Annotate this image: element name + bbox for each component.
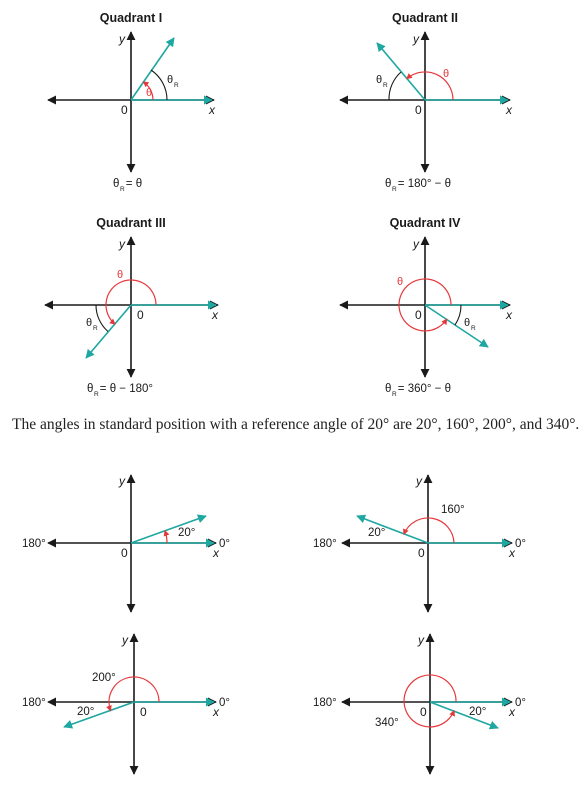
terminal-side xyxy=(429,701,499,730)
y-axis-label: y xyxy=(118,32,126,46)
y-axis-label: y xyxy=(415,474,423,488)
angle-label: 20° xyxy=(178,527,195,539)
example-200-diagram: 200° 20° 180° 0° y x 0 xyxy=(22,633,230,775)
x-axis-label: x xyxy=(505,308,513,322)
explanation-paragraph: The angles in standard position with a r… xyxy=(12,416,580,433)
reference-arc xyxy=(95,304,109,332)
label-0: 0° xyxy=(219,697,230,709)
y-axis-label: y xyxy=(118,237,126,251)
theta-arc xyxy=(142,81,154,101)
origin-label: 0 xyxy=(415,103,422,117)
x-axis-label: x xyxy=(508,705,516,719)
theta-label: θ xyxy=(146,87,152,99)
ref-angle-label: 20° xyxy=(469,706,486,718)
terminal-side xyxy=(130,37,175,101)
reference-angle-label: θ xyxy=(167,74,173,86)
label-0: 0° xyxy=(219,538,230,550)
reference-subscript: R xyxy=(174,82,179,89)
y-axis-label: y xyxy=(412,32,420,46)
quadrant-title: Quadrant I xyxy=(100,11,163,25)
theta-arc xyxy=(406,71,454,101)
terminal-side xyxy=(63,701,135,729)
terminal-side xyxy=(424,304,489,348)
theta-arc xyxy=(105,279,157,325)
formula-subscript: R xyxy=(94,391,99,398)
example-20-diagram: 20° 180° 0° y x 0 xyxy=(22,474,230,613)
origin-label: 0 xyxy=(137,308,144,322)
x-axis-label: x xyxy=(505,103,513,117)
ref-angle-label: 20° xyxy=(77,706,94,718)
reference-arc xyxy=(150,69,168,101)
quadrant-1-diagram: Quadrant I θ θ R y x 0 θ = θ R xyxy=(47,11,216,193)
formula: θ = 180° − θ xyxy=(385,178,451,190)
y-axis-label: y xyxy=(118,474,126,488)
x-axis-label: x xyxy=(211,308,219,322)
theta-label: θ xyxy=(397,276,403,288)
origin-label: 0 xyxy=(420,705,427,719)
theta-label: θ xyxy=(443,68,449,80)
quadrant-title: Quadrant III xyxy=(96,216,165,230)
ref-angle-label: 20° xyxy=(368,527,385,539)
x-axis-label: x xyxy=(212,705,220,719)
y-axis-label: y xyxy=(121,633,129,647)
quadrant-3-diagram: Quadrant III θ θ R y x 0 θ = θ − 180° R xyxy=(44,216,219,398)
origin-label: 0 xyxy=(121,546,128,560)
formula-subscript: R xyxy=(392,186,397,193)
reference-arc xyxy=(388,71,402,101)
quadrant-title: Quadrant II xyxy=(392,11,458,25)
reference-angle-label: θ xyxy=(464,317,470,329)
reference-arc xyxy=(454,304,462,326)
x-axis-label: x xyxy=(508,546,516,560)
angle-label: 340° xyxy=(375,717,399,729)
y-axis-label: y xyxy=(412,237,420,251)
origin-label: 0 xyxy=(418,546,425,560)
terminal-side xyxy=(356,514,429,544)
theta-arc xyxy=(398,278,452,332)
x-axis-label: x xyxy=(212,546,220,560)
example-160-diagram: 160° 20° 180° 0° y x 0 xyxy=(313,474,526,613)
quadrant-2-diagram: Quadrant II θ θ R y x 0 θ = 180° − θ R xyxy=(339,11,513,193)
formula: θ = 360° − θ xyxy=(385,383,451,395)
label-0: 0° xyxy=(515,538,526,550)
terminal-side xyxy=(376,42,426,101)
formula-subscript: R xyxy=(392,391,397,398)
angle-label: 160° xyxy=(441,504,465,516)
example-340-diagram: 340° 20° 180° 0° y x 0 xyxy=(313,633,526,775)
formula-subscript: R xyxy=(120,186,125,193)
angle-arc xyxy=(403,517,455,544)
origin-label: 0 xyxy=(140,705,147,719)
reference-subscript: R xyxy=(471,325,476,332)
angle-label: 200° xyxy=(92,672,116,684)
formula: θ = θ − 180° xyxy=(87,383,153,395)
reference-subscript: R xyxy=(383,82,388,89)
angle-arc xyxy=(106,676,160,712)
terminal-side xyxy=(130,514,207,544)
reference-subscript: R xyxy=(93,325,98,332)
y-axis-label: y xyxy=(417,633,425,647)
terminal-side xyxy=(85,304,132,359)
reference-angle-label: θ xyxy=(86,317,92,329)
reference-angle-label: θ xyxy=(376,74,382,86)
angle-arc xyxy=(403,674,457,728)
quadrant-title: Quadrant IV xyxy=(390,216,462,230)
label-0: 0° xyxy=(515,697,526,709)
x-axis-label: x xyxy=(208,103,216,117)
theta-label: θ xyxy=(117,269,123,281)
origin-label: 0 xyxy=(121,103,128,117)
label-180: 180° xyxy=(313,538,337,550)
angle-arc xyxy=(163,529,170,544)
origin-label: 0 xyxy=(415,308,422,322)
label-180: 180° xyxy=(313,697,337,709)
label-180: 180° xyxy=(22,538,46,550)
label-180: 180° xyxy=(22,697,46,709)
quadrant-4-diagram: Quadrant IV θ θ R y x 0 θ = 360° − θ R xyxy=(339,216,513,398)
formula: θ = θ xyxy=(113,178,142,190)
